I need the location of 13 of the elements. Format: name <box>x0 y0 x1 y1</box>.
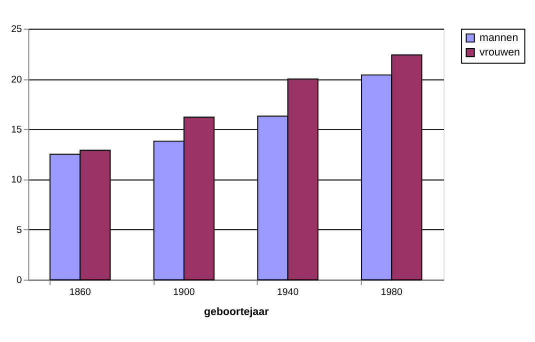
x-axis-title: geboortejaar <box>204 306 269 318</box>
y-tick-label: 10 <box>11 174 22 186</box>
y-tick-label: 0 <box>16 275 22 286</box>
y-tick-label: 15 <box>11 124 22 136</box>
x-tick-label: 1900 <box>173 286 196 298</box>
y-tick-label: 25 <box>11 24 22 36</box>
y-tick-label: 5 <box>16 224 22 236</box>
x-tick-label: 1860 <box>69 286 92 298</box>
y-tick-label: 20 <box>11 74 22 86</box>
legend-label: vrouwen <box>480 46 520 59</box>
x-tick-label: 1980 <box>380 286 404 298</box>
legend-label: mannen <box>480 32 518 44</box>
x-tick-label: 1940 <box>276 286 300 298</box>
